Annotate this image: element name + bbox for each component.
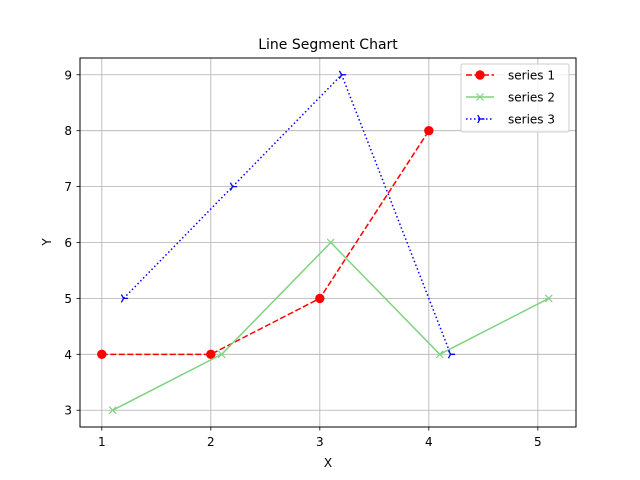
series-line [101,130,430,356]
data-point-marker [435,350,444,359]
legend-label: series 3 [508,113,555,127]
legend-entry: series 2 [466,91,555,105]
data-point-marker [315,293,325,304]
y-tick-label: 5 [64,292,72,306]
y-tick-label: 3 [64,404,72,418]
x-axis-label: X [324,456,332,470]
series-layer [97,70,553,415]
data-point-marker [206,349,216,360]
data-point-marker [108,406,117,415]
legend-entry: series 3 [466,113,555,127]
data-point-marker [326,238,335,247]
legend-label: series 1 [508,69,555,83]
data-point-marker [120,294,129,303]
x-tick-label: 1 [98,435,106,449]
data-point-marker [97,349,107,360]
data-point-marker [476,93,484,101]
x-tick-label: 2 [207,435,215,449]
data-point-marker [544,294,553,303]
y-tick-label: 8 [64,124,72,138]
y-tick-label: 9 [64,68,72,82]
y-tick-label: 7 [64,180,72,194]
series-2 [108,238,553,415]
y-axis-label: Y [40,238,54,247]
data-point-marker [424,125,434,136]
x-tick-label: 4 [425,435,433,449]
data-point-marker [447,350,456,359]
x-tick-label: 5 [534,435,542,449]
y-tick-label: 4 [64,348,72,362]
y-tick-label: 6 [64,236,72,250]
series-1 [97,125,434,360]
legend: series 1 series 2 series 3 [460,63,570,133]
legend-label: series 2 [508,91,555,105]
legend-box [460,63,570,133]
data-point-marker [338,70,347,80]
chart-title: Line Segment Chart [258,37,398,53]
data-point-marker [477,114,485,124]
series-3 [120,70,456,359]
data-point-marker [229,182,238,191]
legend-entry: series 1 [466,69,555,83]
axis-ticks: 1 2 3 4 5 3 4 5 6 7 8 9 [64,68,541,449]
data-point-marker [475,70,485,80]
data-point-marker [217,350,226,359]
x-tick-label: 3 [316,435,324,449]
